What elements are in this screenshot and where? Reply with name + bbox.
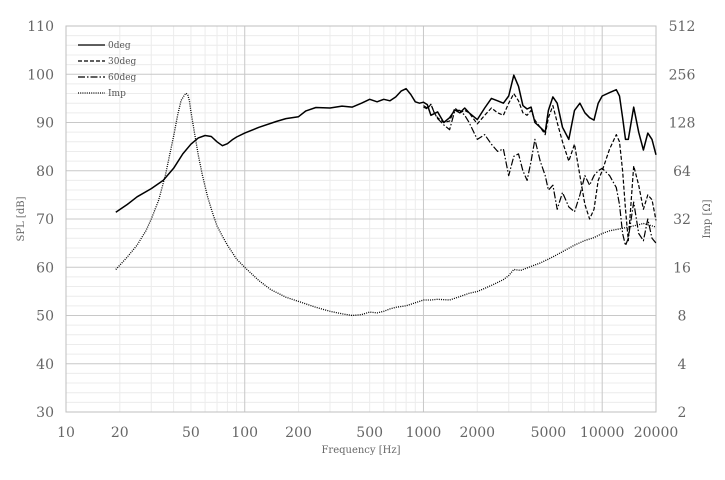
x-tick-label: 2000 [459,425,495,441]
x-tick-labels: 10 20 50 100 200 500 1000 2000 5000 10000 20000 [57,425,678,441]
x-tick-label: 20000 [634,425,679,441]
series-line-imp [115,92,657,317]
major-grid [66,26,656,412]
y2-tick-label: 32 [673,212,691,228]
y2-tick-label: 4 [678,357,687,373]
x-tick-label: 50 [182,425,200,441]
y-tick-label: 60 [36,260,54,276]
x-tick-label: 100 [231,425,258,441]
plot-border [65,25,657,413]
y2-tick-label: 256 [669,67,696,83]
y-tick-label: 30 [36,405,54,421]
y-tick-label: 90 [36,116,54,132]
x-tick-label: 20 [111,425,129,441]
series-line-0deg [115,74,657,213]
legend-label-60deg: 60deg [108,73,137,83]
y-tick-label: 50 [36,309,54,325]
x-tick-label: 200 [285,425,312,441]
series-line-30deg [423,93,657,242]
y-tick-labels: 30 40 50 60 70 80 90 100 110 [27,19,54,421]
y-tick-label: 110 [27,19,54,35]
y-axis-title: SPL [dB] [16,196,27,241]
y2-tick-label: 8 [678,309,687,325]
x-tick-label: 500 [356,425,383,441]
x-axis-title: Frequency [Hz] [321,445,400,456]
y2-tick-label: 64 [673,164,691,180]
series-line-60deg [423,103,657,247]
legend: 0deg 30deg 60deg Imp [78,41,137,99]
legend-label-0deg: 0deg [108,41,131,51]
x-tick-label: 10000 [580,425,625,441]
x-tick-label: 10 [57,425,75,441]
y-tick-label: 100 [27,67,54,83]
y2-tick-labels: 2 4 8 16 32 64 128 256 512 [669,19,696,421]
y-tick-label: 70 [36,212,54,228]
y2-tick-label: 512 [669,19,696,35]
legend-label-30deg: 30deg [108,57,137,67]
x-tick-label: 5000 [531,425,567,441]
y-tick-label: 80 [36,164,54,180]
y2-axis-title: Imp [Ω] [702,199,713,238]
y-tick-label: 40 [36,357,54,373]
legend-label-imp: Imp [108,89,126,99]
y2-tick-label: 128 [669,116,696,132]
y2-tick-label: 16 [673,260,691,276]
series-layer [115,74,657,317]
x-tick-label: 1000 [406,425,442,441]
y2-tick-label: 2 [678,405,687,421]
